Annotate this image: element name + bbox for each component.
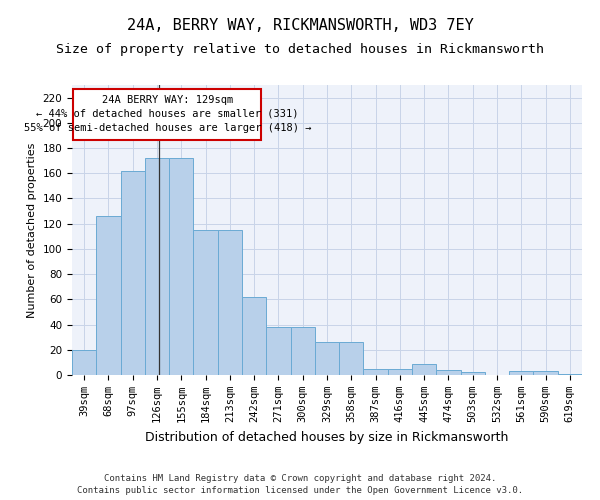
- Bar: [339, 342, 364, 375]
- Bar: [509, 371, 533, 375]
- X-axis label: Distribution of detached houses by size in Rickmansworth: Distribution of detached houses by size …: [145, 430, 509, 444]
- Bar: [364, 368, 388, 375]
- Bar: [290, 327, 315, 375]
- Text: 24A BERRY WAY: 129sqm: 24A BERRY WAY: 129sqm: [101, 95, 233, 105]
- Bar: [315, 342, 339, 375]
- Bar: [461, 372, 485, 375]
- Bar: [558, 374, 582, 375]
- FancyBboxPatch shape: [73, 89, 262, 141]
- Bar: [193, 230, 218, 375]
- Text: Contains HM Land Registry data © Crown copyright and database right 2024.
Contai: Contains HM Land Registry data © Crown c…: [77, 474, 523, 495]
- Text: 55% of semi-detached houses are larger (418) →: 55% of semi-detached houses are larger (…: [23, 123, 311, 133]
- Bar: [388, 368, 412, 375]
- Bar: [72, 350, 96, 375]
- Bar: [266, 327, 290, 375]
- Bar: [218, 230, 242, 375]
- Bar: [121, 170, 145, 375]
- Bar: [436, 370, 461, 375]
- Y-axis label: Number of detached properties: Number of detached properties: [27, 142, 37, 318]
- Text: ← 44% of detached houses are smaller (331): ← 44% of detached houses are smaller (33…: [36, 109, 299, 119]
- Bar: [533, 371, 558, 375]
- Bar: [96, 216, 121, 375]
- Bar: [169, 158, 193, 375]
- Bar: [242, 297, 266, 375]
- Bar: [145, 158, 169, 375]
- Text: Size of property relative to detached houses in Rickmansworth: Size of property relative to detached ho…: [56, 42, 544, 56]
- Text: 24A, BERRY WAY, RICKMANSWORTH, WD3 7EY: 24A, BERRY WAY, RICKMANSWORTH, WD3 7EY: [127, 18, 473, 32]
- Bar: [412, 364, 436, 375]
